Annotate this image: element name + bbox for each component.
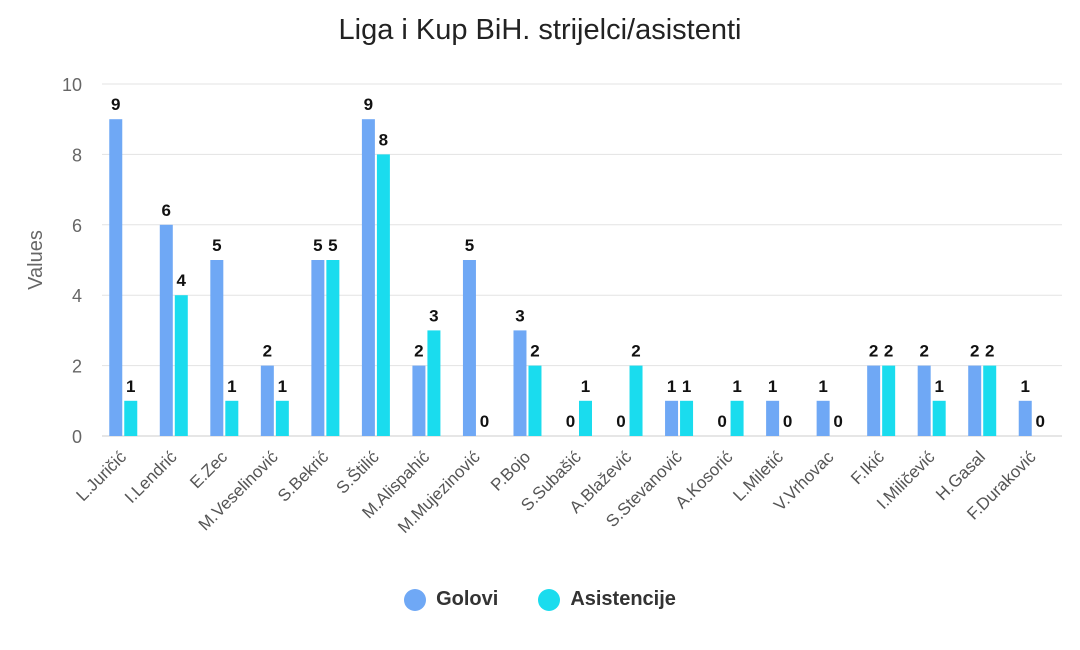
data-label: 0 xyxy=(833,412,842,431)
data-label: 1 xyxy=(278,377,287,396)
legend-swatch-asistencije xyxy=(538,588,561,611)
bar-golovi xyxy=(968,365,982,436)
y-tick-label: 4 xyxy=(72,286,82,306)
data-label: 5 xyxy=(328,236,337,255)
bar-golovi xyxy=(412,365,426,436)
data-label: 9 xyxy=(111,95,120,114)
data-label: 1 xyxy=(818,377,827,396)
data-label: 8 xyxy=(379,130,388,149)
bar-golovi xyxy=(109,119,123,436)
data-label: 2 xyxy=(631,342,640,361)
legend-swatch-golovi xyxy=(404,588,427,611)
x-tick-label: E.Zec xyxy=(186,447,231,492)
bar-asistencije xyxy=(629,365,643,436)
data-label: 0 xyxy=(566,412,575,431)
data-label: 0 xyxy=(1036,412,1045,431)
y-tick-label: 10 xyxy=(62,75,82,95)
data-label: 2 xyxy=(414,342,423,361)
bar-asistencije xyxy=(983,365,997,436)
x-tick-label: P.Bojo xyxy=(487,447,534,494)
legend-label-golovi: Golovi xyxy=(436,588,499,610)
data-label: 0 xyxy=(480,412,489,431)
data-label: 2 xyxy=(970,342,979,361)
legend-item-asistencije[interactable]: Asistencije xyxy=(538,588,676,611)
y-tick-label: 6 xyxy=(72,216,82,236)
data-label: 5 xyxy=(465,236,474,255)
bar-golovi xyxy=(766,400,780,436)
bar-asistencije xyxy=(579,400,592,436)
bar-golovi xyxy=(816,400,830,436)
data-label: 5 xyxy=(212,236,221,255)
data-label: 6 xyxy=(162,201,171,220)
bar-asistencije xyxy=(174,295,188,436)
bar-golovi xyxy=(159,224,173,436)
bar-asistencije xyxy=(124,400,138,436)
bar-asistencije xyxy=(528,365,542,436)
data-label: 1 xyxy=(934,377,943,396)
data-label: 2 xyxy=(263,342,272,361)
bar-golovi xyxy=(867,365,881,436)
legend-item-golovi[interactable]: Golovi xyxy=(404,588,498,611)
bar-golovi xyxy=(311,260,325,436)
data-label: 4 xyxy=(177,271,187,290)
bar-golovi xyxy=(462,260,476,436)
bar-golovi xyxy=(917,365,931,436)
bar-golovi xyxy=(361,119,375,436)
bar-asistencije xyxy=(882,365,896,436)
x-tick-label: L.Juričić xyxy=(73,447,131,505)
bar-asistencije xyxy=(427,330,441,436)
bar-asistencije xyxy=(730,400,744,436)
y-axis-label: Values xyxy=(25,230,47,290)
data-label: 2 xyxy=(985,342,994,361)
data-label: 9 xyxy=(364,95,373,114)
data-label: 1 xyxy=(667,377,676,396)
bar-asistencije xyxy=(680,400,694,436)
x-tick-label: I.Lendrić xyxy=(121,447,181,507)
x-tick-label: F.Ikić xyxy=(847,447,888,488)
bar-golovi xyxy=(210,260,224,436)
data-label: 1 xyxy=(126,377,135,396)
y-tick-label: 2 xyxy=(72,357,82,377)
y-tick-label: 8 xyxy=(72,145,82,165)
bar-golovi xyxy=(260,365,274,436)
data-label: 5 xyxy=(313,236,322,255)
bar-golovi xyxy=(665,400,679,436)
data-label: 0 xyxy=(616,412,625,431)
data-label: 3 xyxy=(429,306,438,325)
chart-title: Liga i Kup BiH. strijelci/asistenti xyxy=(338,14,742,46)
data-label: 1 xyxy=(682,377,691,396)
data-label: 1 xyxy=(732,377,741,396)
bar-asistencije xyxy=(376,154,390,436)
data-label: 2 xyxy=(530,342,539,361)
data-label: 1 xyxy=(227,377,236,396)
data-label: 0 xyxy=(783,412,792,431)
bar-asistencije xyxy=(932,400,946,436)
bar-asistencije xyxy=(275,400,289,436)
legend: Golovi Asistencije xyxy=(0,588,1080,611)
bar-golovi xyxy=(1018,400,1032,436)
data-label: 0 xyxy=(717,412,726,431)
data-label: 2 xyxy=(869,342,878,361)
data-label: 1 xyxy=(1021,377,1030,396)
bar-asistencije xyxy=(326,260,340,436)
data-label: 1 xyxy=(768,377,777,396)
y-tick-label: 0 xyxy=(72,427,82,447)
legend-label-asistencije: Asistencije xyxy=(570,588,676,610)
data-label: 2 xyxy=(919,342,928,361)
data-label: 2 xyxy=(884,342,893,361)
x-tick-label: S.Štilić xyxy=(333,447,384,498)
data-label: 3 xyxy=(515,306,524,325)
bar-asistencije xyxy=(225,400,239,436)
data-label: 1 xyxy=(581,377,590,396)
bar-golovi xyxy=(513,330,527,436)
x-tick-label: S.Bekrić xyxy=(274,447,333,506)
